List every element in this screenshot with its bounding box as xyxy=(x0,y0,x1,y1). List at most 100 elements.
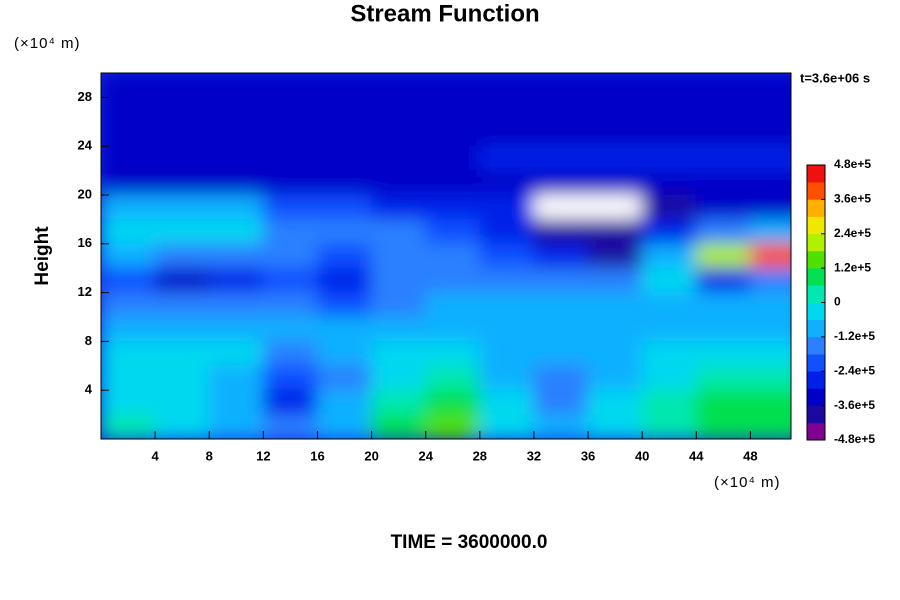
field-cell xyxy=(479,340,535,367)
field-cell xyxy=(695,267,751,294)
field-cell xyxy=(587,267,643,294)
field-cell xyxy=(533,170,589,196)
colorbar-band xyxy=(807,199,825,217)
colorbar-band xyxy=(807,319,825,338)
y-axis-label: Height xyxy=(32,226,53,286)
field-cell xyxy=(749,340,791,367)
field-cell xyxy=(479,121,535,147)
field-cell xyxy=(479,73,535,98)
field-cell xyxy=(641,218,697,245)
x-tick-label: 36 xyxy=(581,448,595,463)
field-cell xyxy=(208,340,264,367)
field-cell xyxy=(208,243,264,269)
field-cell xyxy=(587,316,643,342)
field-cell xyxy=(587,170,643,196)
x-tick-label: 8 xyxy=(206,448,213,463)
field-cell xyxy=(533,365,589,391)
field-cell xyxy=(533,292,589,318)
field-cell xyxy=(695,121,751,147)
field-cell xyxy=(695,170,751,196)
field-cell xyxy=(695,96,751,123)
x-unit: (×10⁴ m) xyxy=(714,474,781,491)
colorbar-tick-label: 3.6e+5 xyxy=(834,192,871,206)
field-cell xyxy=(533,316,589,342)
colorbar-band xyxy=(807,233,825,252)
field-cell xyxy=(371,267,427,294)
field-cell xyxy=(695,243,751,269)
field-cell xyxy=(262,414,318,439)
field-cell xyxy=(479,194,535,220)
field-cell xyxy=(749,170,791,196)
field-cell xyxy=(262,267,318,294)
field-cell xyxy=(371,389,427,416)
field-cell xyxy=(101,292,156,318)
colorbar-tick-label: 4.8e+5 xyxy=(834,157,871,171)
field-cell xyxy=(533,73,589,98)
field-cell xyxy=(154,389,210,416)
colorbar-band xyxy=(807,371,825,389)
field-cell xyxy=(371,218,427,245)
field-cell xyxy=(533,218,589,245)
field-cell xyxy=(101,267,156,294)
field-cell xyxy=(425,145,481,172)
field-cell xyxy=(101,243,156,269)
field-cell xyxy=(208,218,264,245)
field-cell xyxy=(749,414,791,439)
field-cell xyxy=(587,243,643,269)
field-cell xyxy=(425,267,481,294)
colorbar-band xyxy=(807,405,825,424)
field-cell xyxy=(587,96,643,123)
field-cell xyxy=(316,267,373,294)
field-cell xyxy=(641,267,697,294)
field-cell xyxy=(262,73,318,98)
field-cell xyxy=(262,340,318,367)
field-cell xyxy=(641,145,697,172)
colorbar-band xyxy=(807,336,825,355)
field-cell xyxy=(695,365,751,391)
field xyxy=(101,73,791,439)
field-cell xyxy=(695,218,751,245)
field-cell xyxy=(425,243,481,269)
colorbar-band xyxy=(807,354,825,372)
field-cell xyxy=(695,73,751,98)
field-cell xyxy=(371,316,427,342)
field-cell xyxy=(371,365,427,391)
field-cell xyxy=(208,194,264,220)
field-cell xyxy=(262,292,318,318)
field-cell xyxy=(425,365,481,391)
field-cell xyxy=(479,365,535,391)
field-cell xyxy=(479,145,535,172)
field-cell xyxy=(479,170,535,196)
field-cell xyxy=(587,389,643,416)
colorbar-tick-label: 2.4e+5 xyxy=(834,226,871,240)
field-cell xyxy=(749,243,791,269)
y-tick-label: 16 xyxy=(78,235,92,250)
field-cell xyxy=(749,194,791,220)
field-cell xyxy=(316,96,373,123)
field-cell xyxy=(154,121,210,147)
field-cell xyxy=(101,73,156,98)
colorbar-tick-label: -4.8e+5 xyxy=(834,432,875,446)
x-tick-label: 48 xyxy=(743,448,757,463)
field-cell xyxy=(425,73,481,98)
field-cell xyxy=(208,389,264,416)
colorbar-band xyxy=(807,182,825,200)
field-cell xyxy=(262,170,318,196)
field-cell xyxy=(101,340,156,367)
field-cell xyxy=(641,389,697,416)
field-cell xyxy=(749,365,791,391)
field-cell xyxy=(262,218,318,245)
field-cell xyxy=(479,96,535,123)
field-cell xyxy=(316,340,373,367)
field-cell xyxy=(641,316,697,342)
field-cell xyxy=(749,316,791,342)
field-cell xyxy=(479,292,535,318)
field-cell xyxy=(641,121,697,147)
field-cell xyxy=(316,414,373,439)
field-cell xyxy=(316,170,373,196)
field-cell xyxy=(154,218,210,245)
y-tick-label: 8 xyxy=(85,333,92,348)
field-cell xyxy=(208,121,264,147)
field-cell xyxy=(641,340,697,367)
